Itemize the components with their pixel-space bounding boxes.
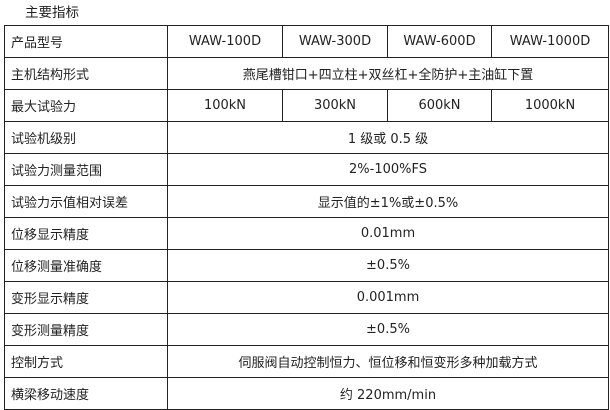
row-value: 0.001mm — [167, 281, 609, 314]
table-row: 试验机级别 1 级或 0.5 级 — [4, 121, 609, 154]
row-value: ±0.5% — [167, 313, 609, 346]
table-row: 横梁移动速度约 220mm/min — [4, 377, 609, 410]
row-value: WAW-100D — [167, 25, 283, 58]
row-value: 300kN — [282, 89, 388, 122]
row-value: 1000kN — [491, 89, 609, 122]
table-row: 变形显示精度 0.001mm — [4, 281, 609, 314]
row-value: 伺服阀自动控制恒力、恒位移和恒变形多种加载方式 — [167, 345, 609, 378]
table-row: 位移显示精度 0.01mm — [4, 217, 609, 250]
row-label: 横梁移动速度 — [4, 377, 168, 410]
row-value: 1 级或 0.5 级 — [167, 121, 609, 154]
table-row: 控制方式 伺服阀自动控制恒力、恒位移和恒变形多种加载方式 — [4, 345, 609, 378]
row-value: WAW-300D — [282, 25, 388, 58]
table-row: 主机结构形式 燕尾槽钳口+四立柱+双丝杠+全防护+主油缸下置 — [4, 57, 609, 90]
row-label: 位移测量准确度 — [4, 249, 168, 282]
spec-table: 产品型号 WAW-100D WAW-300D WAW-600D WAW-1000D 主机结… — [4, 25, 609, 410]
section-title: 主要指标 — [25, 5, 79, 21]
row-label: 试验力示值相对误差 — [4, 185, 168, 218]
row-label: 主机结构形式 — [4, 57, 168, 90]
row-value: 显示值的±1%或±0.5% — [167, 185, 609, 218]
row-value: ±0.5% — [167, 249, 609, 282]
row-value: WAW-600D — [387, 25, 492, 58]
row-label: 试验力测量范围 — [4, 153, 168, 186]
table-row: 位移测量准确度 ±0.5% — [4, 249, 609, 282]
row-value: 100kN — [167, 89, 283, 122]
row-value: 600kN — [387, 89, 492, 122]
row-label: 变形测量精度 — [4, 313, 168, 346]
table-row: 试验力示值相对误差 显示值的±1%或±0.5% — [4, 185, 609, 218]
table-row: 产品型号 WAW-100D WAW-300D WAW-600D WAW-1000D — [4, 25, 609, 58]
table-row: 最大试验力 100kN 300kN 600kN 1000kN — [4, 89, 609, 122]
row-value: 约 220mm/min — [167, 377, 609, 410]
row-label: 最大试验力 — [4, 89, 168, 122]
row-value: WAW-1000D — [491, 25, 609, 58]
row-label: 变形显示精度 — [4, 281, 168, 314]
row-value: 0.01mm — [167, 217, 609, 250]
row-value: 2%-100%FS — [167, 153, 609, 186]
row-label: 位移显示精度 — [4, 217, 168, 250]
row-label: 产品型号 — [4, 25, 168, 58]
table-row: 变形测量精度 ±0.5% — [4, 313, 609, 346]
row-value: 燕尾槽钳口+四立柱+双丝杠+全防护+主油缸下置 — [167, 57, 609, 90]
row-label: 试验机级别 — [4, 121, 168, 154]
table-row: 试验力测量范围 2%-100%FS — [4, 153, 609, 186]
row-label: 控制方式 — [4, 345, 168, 378]
